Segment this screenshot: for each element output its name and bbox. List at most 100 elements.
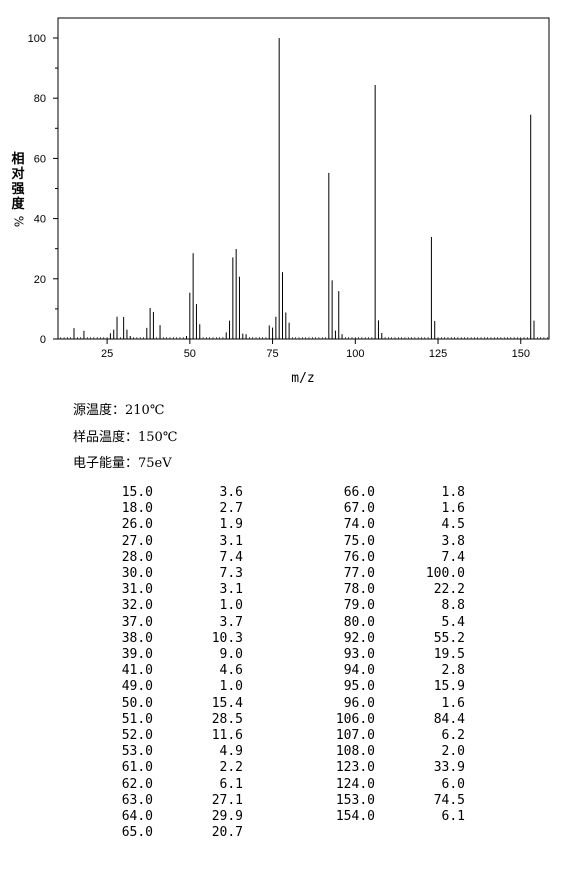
y-tick-label: 40 [34,214,46,226]
mz-value: 74.0 [343,517,375,533]
x-tick-label: 125 [429,348,447,360]
mz-value: 66.0 [343,485,375,500]
mz-value: 53.0 [121,744,153,760]
mz-value: 79.0 [343,598,375,614]
intensity-value: 6.2 [441,728,465,744]
table-row: 31.0 3.1 [73,582,243,598]
y-axis-label-char: 对 [11,167,25,182]
mz-value: 32.0 [121,598,153,614]
intensity-value: 15.9 [433,679,465,695]
mz-value: 41.0 [121,663,153,679]
intensity-value: 3.6 [219,485,243,500]
mz-value: 80.0 [343,614,375,630]
y-tick-label: 100 [28,33,46,45]
intensity-value: 9.0 [219,647,243,663]
mz-value: 52.0 [121,728,153,744]
intensity-value: 1.9 [219,517,243,533]
mz-value: 95.0 [343,679,375,695]
intensity-value: 4.6 [219,663,243,679]
intensity-value: 1.0 [219,679,243,695]
intensity-value: 6.0 [441,776,465,792]
table-row: 51.0 28.5 [73,712,243,728]
table-row: 76.0 7.4 [295,550,465,566]
intensity-value: 1.0 [219,598,243,614]
table-row: 108.0 2.0 [295,744,465,760]
table-row: 75.0 3.8 [295,534,465,550]
intensity-value: 4.5 [441,517,465,533]
mz-value: 26.0 [121,517,153,533]
table-row: 28.0 7.4 [73,550,243,566]
table-row: 15.0 3.6 [73,485,243,501]
x-tick-label: 50 [184,348,196,360]
y-tick-label: 0 [40,334,46,346]
mz-value: 18.0 [121,501,153,517]
intensity-value: 29.9 [211,809,243,825]
table-row: 74.0 4.5 [295,517,465,533]
y-axis-unit: % [11,215,26,228]
electron-energy: 电子能量：75eV [73,456,172,471]
intensity-value: 6.1 [441,809,465,825]
intensity-value: 74.5 [433,792,465,808]
mz-value: 94.0 [343,663,375,679]
mz-value: 153.0 [335,792,375,808]
intensity-value: 100.0 [425,566,465,582]
mz-value: 93.0 [343,647,375,663]
intensity-value: 1.8 [441,485,465,500]
table-row: 78.0 22.2 [295,582,465,598]
intensity-value: 3.8 [441,533,465,549]
y-axis-label-char: 度 [11,197,25,212]
mz-value: 30.0 [121,566,153,582]
table-row: 93.0 19.5 [295,647,465,663]
mz-value: 75.0 [343,533,375,549]
mz-value: 61.0 [121,760,153,776]
table-row: 49.0 1.0 [73,679,243,695]
peak-table-left: 15.0 3.6 18.0 2.7 26.0 1.9 27.0 3.1 28.0 7.4 30.0 7… [73,485,243,841]
intensity-value: 7.3 [219,566,243,582]
mz-value: 67.0 [343,501,375,517]
table-row: 64.0 29.9 [73,809,243,825]
mz-value: 154.0 [335,809,375,825]
spectrum-peaks [73,38,535,339]
mz-value: 38.0 [121,630,153,646]
intensity-value: 3.7 [219,614,243,630]
intensity-value: 22.2 [433,582,465,598]
plot-frame [57,17,550,340]
table-row: 63.0 27.1 [73,793,243,809]
table-row: 26.0 1.9 [73,517,243,533]
table-row: 66.0 1.8 [295,485,465,501]
y-tick-label: 80 [34,93,46,105]
mz-value: 92.0 [343,630,375,646]
mz-value: 37.0 [121,614,153,630]
table-row: 65.0 20.7 [73,825,243,841]
intensity-value: 28.5 [211,711,243,727]
table-row: 95.0 15.9 [295,679,465,695]
intensity-value: 7.4 [219,549,243,565]
x-axis-label: m/z [291,371,314,386]
intensity-value: 84.4 [433,711,465,727]
mz-value: 39.0 [121,647,153,663]
x-tick-label: 75 [266,348,278,360]
intensity-value: 2.7 [219,501,243,517]
table-row: 52.0 11.6 [73,728,243,744]
table-row: 39.0 9.0 [73,647,243,663]
intensity-value: 55.2 [433,630,465,646]
mz-value: 63.0 [121,792,153,808]
intensity-value: 6.1 [219,776,243,792]
table-row: 67.0 1.6 [295,501,465,517]
table-row: 80.0 5.4 [295,615,465,631]
intensity-value: 2.0 [441,744,465,760]
mz-value: 107.0 [335,728,375,744]
table-row: 92.0 55.2 [295,631,465,647]
table-row: 62.0 6.1 [73,777,243,793]
table-row: 27.0 3.1 [73,534,243,550]
sample-temperature: 样品温度：150℃ [73,430,178,445]
mz-value: 15.0 [121,485,153,500]
y-axis-label-char: 强 [11,182,25,197]
mz-value: 65.0 [121,825,153,841]
intensity-value: 5.4 [441,614,465,630]
table-row: 94.0 2.8 [295,663,465,679]
table-row: 50.0 15.4 [73,696,243,712]
table-row: 124.0 6.0 [295,777,465,793]
intensity-value: 27.1 [211,792,243,808]
mz-value: 77.0 [343,566,375,582]
